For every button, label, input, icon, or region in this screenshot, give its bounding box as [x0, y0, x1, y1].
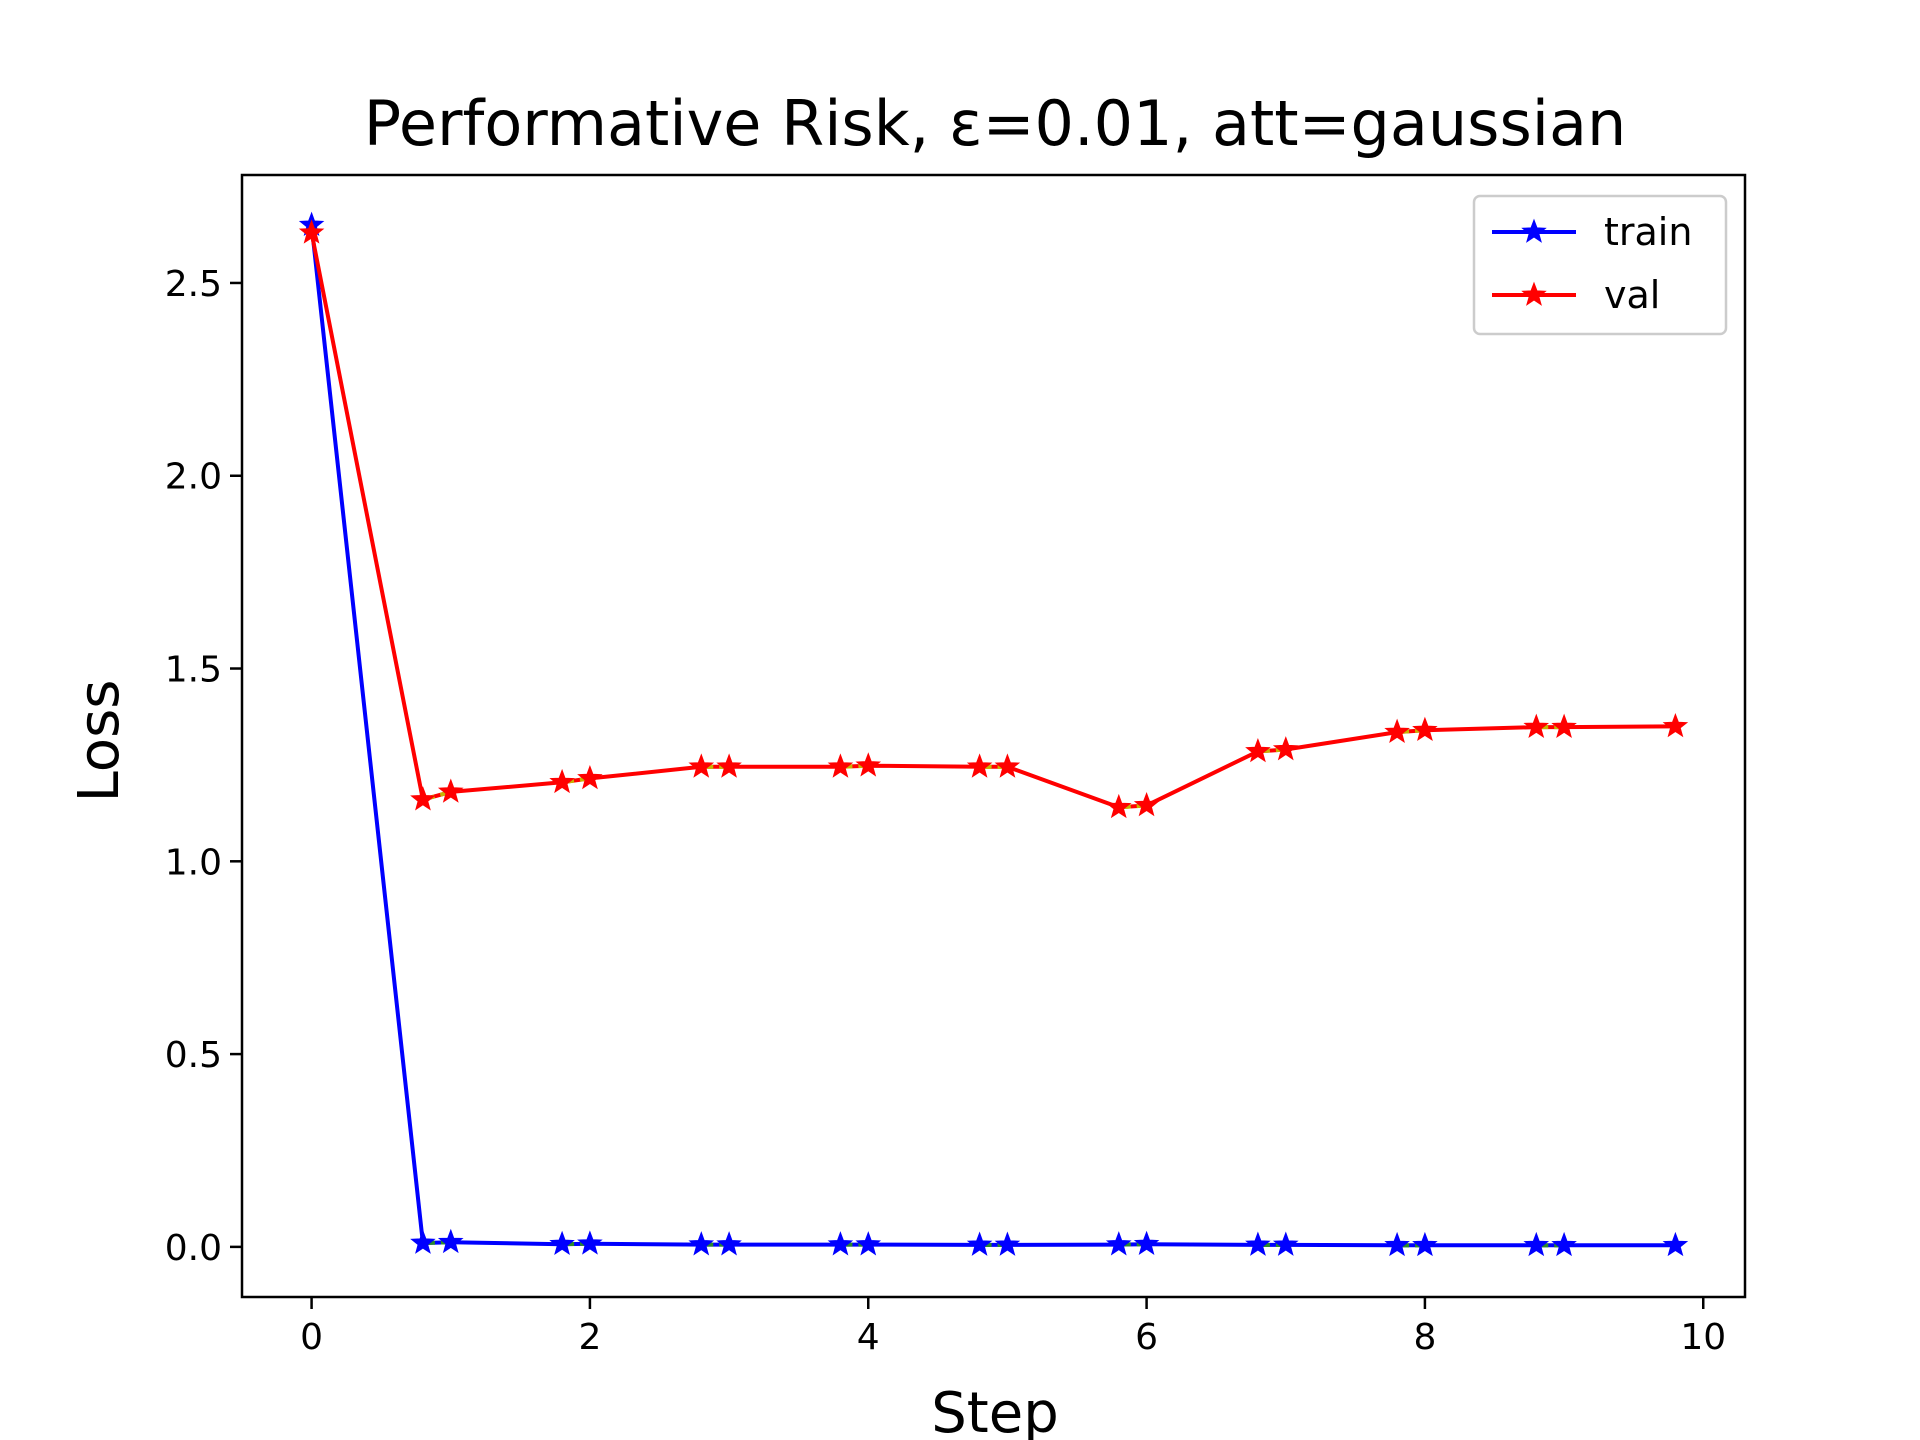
legend-label-train: train [1604, 210, 1692, 254]
series-line-train [309, 224, 1676, 1248]
data-point-train [966, 1231, 993, 1256]
x-axis-label: Step [931, 1381, 1059, 1440]
data-point-val [437, 778, 464, 803]
y-axis-label: Loss [67, 680, 132, 803]
plot-area [298, 211, 1689, 1257]
data-point-val [827, 753, 854, 778]
y-tick-label: 0.5 [165, 1035, 222, 1076]
data-point-val [1105, 793, 1132, 819]
axis-ticks: 0 2 4 6 8 10 0.0 0.5 1.0 1.5 2.0 2.5 [165, 264, 1726, 1358]
data-point-val [410, 786, 436, 811]
data-point-train [1523, 1231, 1550, 1257]
y-tick-label: 2.5 [165, 264, 222, 305]
data-point-train [410, 1229, 436, 1254]
data-point-val [1133, 791, 1160, 817]
data-point-val [966, 753, 993, 778]
data-point-val [1551, 713, 1577, 738]
data-point-val [1412, 716, 1438, 742]
data-point-val [298, 219, 325, 244]
data-point-train [827, 1231, 854, 1256]
data-point-val [716, 753, 742, 778]
data-point-val [688, 753, 715, 778]
x-tick-label: 8 [1413, 1317, 1436, 1358]
data-point-train [994, 1231, 1021, 1256]
data-point-train [1412, 1231, 1438, 1257]
legend-marker-train [1521, 218, 1547, 243]
legend-label-val: val [1604, 273, 1660, 317]
data-point-val [1245, 737, 1271, 763]
legend: train val [1472, 194, 1728, 336]
data-point-train [1551, 1231, 1577, 1257]
data-point-train [716, 1231, 742, 1256]
y-tick-label: 1.0 [165, 842, 222, 883]
legend-marker-val [1521, 281, 1547, 306]
data-point-train [1384, 1231, 1410, 1257]
y-tick-label: 0.0 [165, 1228, 222, 1269]
data-point-val [1662, 712, 1689, 738]
data-point-train [577, 1230, 603, 1255]
data-point-val [549, 768, 575, 794]
data-point-val [577, 764, 603, 790]
data-point-train [1662, 1231, 1689, 1257]
data-point-train [437, 1228, 464, 1254]
data-point-train [855, 1231, 882, 1256]
data-point-val [1384, 718, 1410, 744]
plot-frame [240, 173, 1747, 1299]
x-tick-label: 0 [300, 1317, 323, 1358]
data-point-val [1272, 736, 1299, 761]
y-tick-label: 2.0 [165, 457, 222, 498]
data-point-val [1523, 713, 1550, 738]
y-tick-label: 1.5 [165, 650, 222, 691]
data-point-val [994, 753, 1021, 778]
x-tick-label: 6 [1135, 1317, 1158, 1358]
data-point-train [549, 1230, 575, 1256]
x-tick-label: 10 [1680, 1317, 1726, 1358]
x-tick-label: 4 [857, 1317, 880, 1358]
data-point-train [1245, 1231, 1271, 1256]
data-point-train [1133, 1230, 1160, 1256]
data-point-val [855, 752, 882, 777]
x-tick-label: 2 [578, 1317, 601, 1358]
data-point-train [688, 1231, 715, 1256]
chart-title: Performative Risk, ε=0.01, att=gaussian [364, 87, 1627, 160]
data-point-train [1105, 1231, 1132, 1256]
data-point-train [1272, 1231, 1299, 1256]
series-line-val [309, 232, 1676, 810]
